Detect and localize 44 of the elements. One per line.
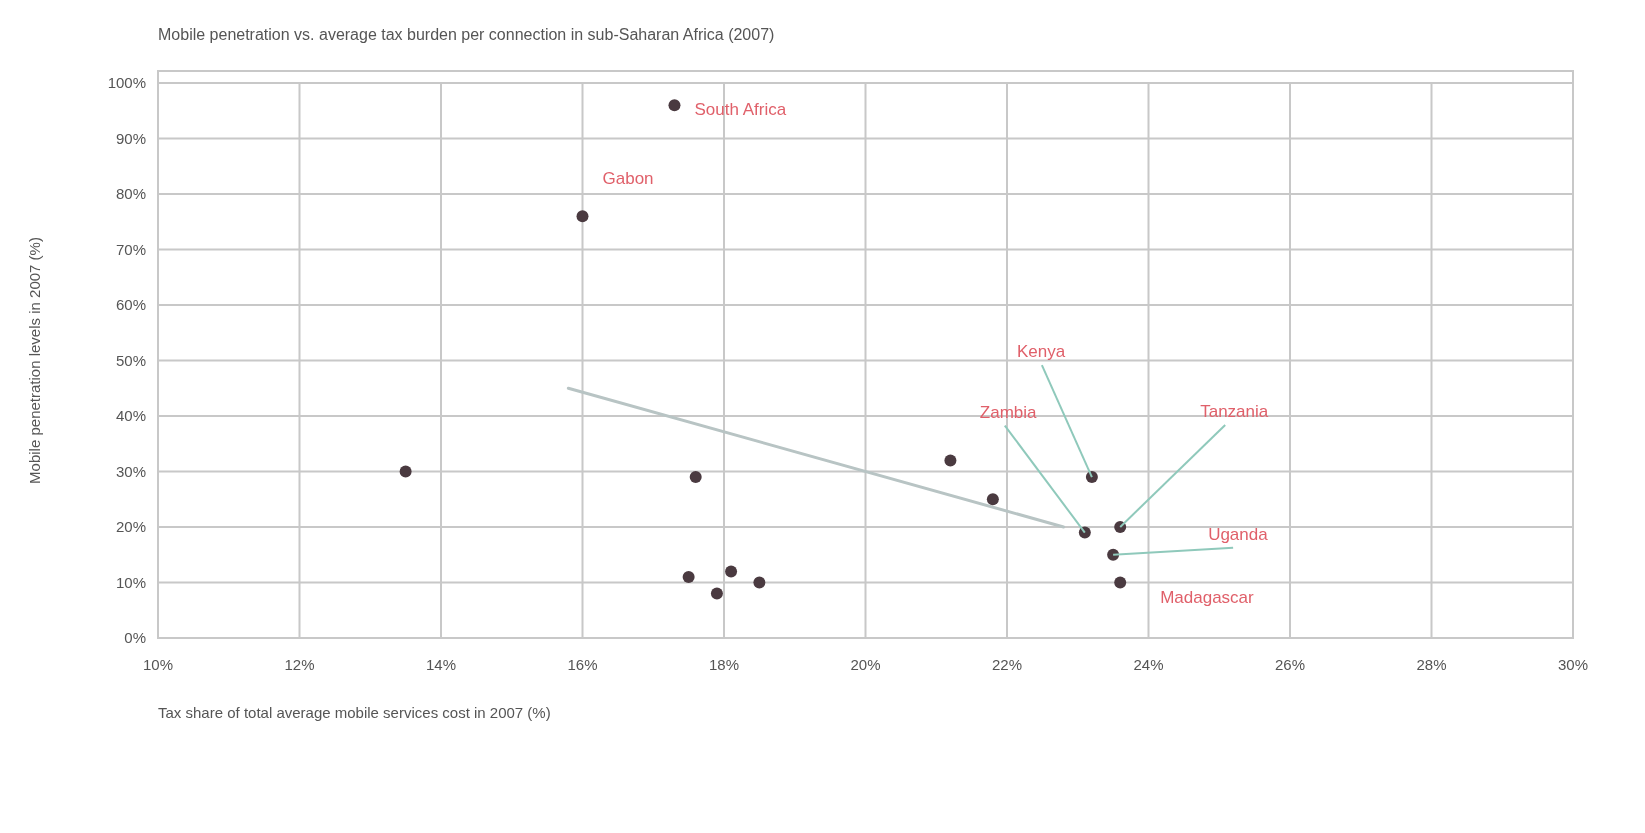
annotation: Uganda [1208,524,1269,544]
x-tick-label: 30% [1557,656,1589,673]
x-tick-label: 22% [991,656,1023,673]
y-tick-label: 90% [115,129,146,147]
y-tick-label: 20% [115,518,146,535]
y-axis-title: Mobile penetration levels in 2007 (%) [26,237,43,484]
point [710,587,723,600]
x-tick-label: 16% [567,656,598,673]
annotation: Gabon [602,169,654,189]
point [944,454,957,467]
x-tick-label: 28% [1416,656,1447,673]
y-tick-label: 80% [115,185,146,202]
chart-title: Mobile penetration vs. average tax burden per connection in sub-Saharan Africa (2007) [158,26,775,43]
annotation: Zambia [979,402,1038,422]
point [1085,471,1098,484]
annotation: Kenya [1016,342,1066,362]
point [668,99,681,112]
annotation: Tanzania [1200,402,1269,421]
x-tick-label: 12% [284,656,315,673]
y-tick-label: 70% [115,240,146,258]
point [689,471,702,484]
x-tick-label: 26% [1274,656,1306,673]
y-tick-label: 10% [115,573,146,591]
point [725,565,738,578]
y-tick-label: 100% [107,74,146,91]
point [986,493,999,506]
y-tick-label: 0% [124,629,146,646]
x-tick-label: 10% [142,656,174,673]
point [753,576,766,589]
point [576,210,589,223]
annotation: Madagascar [1160,587,1255,607]
y-tick-label: 60% [115,296,146,313]
y-tick-label: 40% [115,407,146,424]
annotation: South Africa [694,100,787,120]
point [1114,576,1127,589]
x-tick-label: 24% [1133,656,1164,673]
x-tick-label: 14% [425,656,457,673]
x-tick-label: 20% [850,656,881,673]
x-tick-label: 18% [708,656,740,673]
x-axis-title: Tax share of total average mobile services cost in 2007 (%) [158,704,551,721]
y-tick-label: 30% [115,462,146,480]
point [399,465,412,478]
y-tick-label: 50% [115,351,146,369]
point [682,570,695,583]
